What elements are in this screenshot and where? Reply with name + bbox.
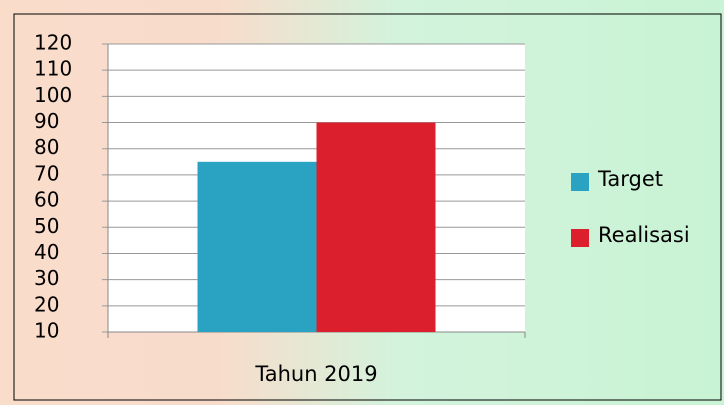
- x-tick-label: Tahun 2019: [254, 362, 377, 386]
- y-tick-label: 80: [34, 135, 59, 159]
- legend-label: Target: [597, 167, 663, 191]
- y-tick-label: 50: [34, 214, 59, 238]
- y-tick-label: 120: [34, 31, 72, 55]
- y-tick-label: 30: [34, 266, 59, 290]
- y-tick-label: 110: [34, 57, 72, 81]
- y-tick-label: 60: [34, 188, 59, 212]
- legend-swatch: [571, 229, 589, 247]
- legend-label: Realisasi: [598, 223, 690, 247]
- bar: [316, 122, 436, 332]
- chart-frame: [13, 13, 722, 401]
- legend-swatch: [571, 173, 589, 191]
- y-tick-label: 70: [34, 161, 59, 185]
- y-tick-label: 40: [34, 240, 59, 264]
- y-tick-label: 10: [34, 319, 59, 343]
- y-tick-label: 90: [34, 109, 59, 133]
- y-tick-label: 20: [34, 292, 59, 316]
- y-tick-label: 100: [34, 83, 72, 107]
- bar: [197, 161, 317, 332]
